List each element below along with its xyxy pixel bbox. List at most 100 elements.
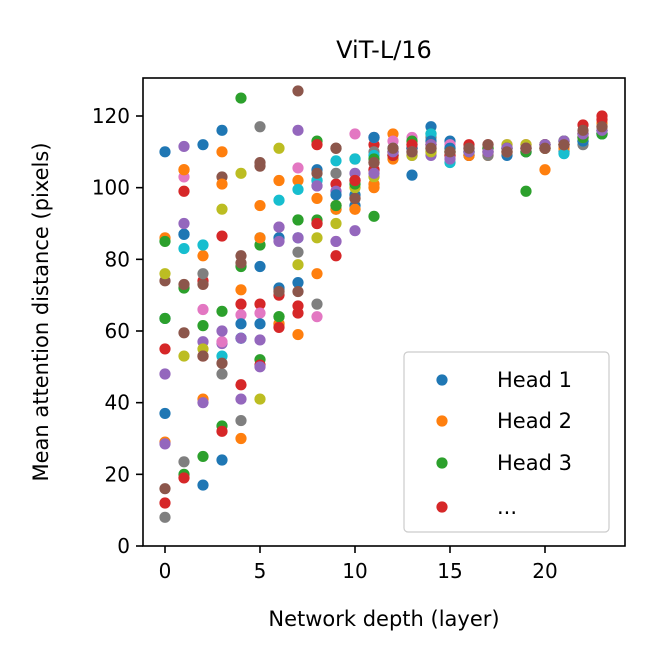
data-point-head-2-layer-7 bbox=[292, 174, 304, 187]
y-tick-label: 120 bbox=[92, 104, 130, 128]
data-point-head-4-layer-4 bbox=[235, 298, 247, 310]
x-tick-label: 0 bbox=[159, 559, 172, 583]
legend-marker bbox=[436, 374, 448, 386]
data-point-head-16-layer-14 bbox=[425, 142, 437, 154]
data-point-head-5-layer-0 bbox=[159, 368, 171, 380]
data-point-head-16-layer-19 bbox=[520, 142, 532, 154]
data-point-head-10-layer-2 bbox=[197, 239, 209, 251]
legend-label: Head 3 bbox=[497, 451, 572, 475]
y-tick-label: 100 bbox=[92, 176, 130, 200]
data-point-head-16-layer-0 bbox=[159, 483, 171, 495]
data-point-head-14-layer-6 bbox=[273, 321, 285, 334]
data-point-head-2-layer-4 bbox=[235, 284, 247, 296]
data-point-head-9-layer-1 bbox=[178, 350, 190, 362]
data-point-head-1-layer-13 bbox=[406, 169, 418, 181]
data-point-head-9-layer-3 bbox=[216, 203, 228, 215]
data-point-head-16-layer-1 bbox=[178, 327, 190, 339]
data-point-head-8-layer-2 bbox=[197, 268, 209, 280]
data-point-head-11-layer-2 bbox=[197, 479, 209, 491]
data-point-head-15-layer-9 bbox=[330, 235, 342, 248]
data-point-head-10-layer-9 bbox=[330, 155, 342, 167]
data-point-head-12-layer-10 bbox=[349, 203, 361, 215]
data-point-head-4-layer-1 bbox=[178, 185, 190, 197]
x-axis: 0 5 10 15 20 bbox=[159, 546, 558, 583]
data-point-head-16-layer-22 bbox=[577, 124, 589, 136]
data-point-head-14-layer-10 bbox=[349, 174, 361, 187]
data-point-head-3-layer-0 bbox=[159, 235, 171, 248]
data-point-head-8-layer-8 bbox=[311, 298, 323, 310]
data-point-head-5-layer-6 bbox=[273, 235, 285, 248]
data-point-head-16-layer-9 bbox=[330, 142, 342, 154]
data-point-head-2-layer-3 bbox=[216, 146, 228, 158]
data-point-head-13-layer-0 bbox=[159, 312, 171, 325]
legend-label: ... bbox=[497, 495, 517, 519]
data-point-head-3-layer-3 bbox=[216, 305, 228, 317]
data-point-head-8-layer-0 bbox=[159, 511, 171, 523]
data-point-head-11-layer-3 bbox=[216, 454, 228, 466]
data-point-head-8-layer-7 bbox=[292, 246, 304, 258]
data-point-head-10-layer-7 bbox=[292, 183, 304, 196]
plot-frame bbox=[142, 77, 626, 547]
data-point-head-16-layer-3 bbox=[216, 357, 228, 369]
data-point-head-16-layer-6 bbox=[273, 285, 285, 298]
data-point-head-13-layer-9 bbox=[330, 199, 342, 212]
x-tick-label: 5 bbox=[254, 559, 267, 583]
data-point-head-11-layer-4 bbox=[235, 318, 247, 330]
data-point-head-7-layer-2 bbox=[197, 303, 209, 316]
data-point-head-4-layer-0 bbox=[159, 343, 171, 355]
data-point-head-15-layer-10 bbox=[349, 225, 361, 237]
data-point-head-11-layer-11 bbox=[368, 131, 380, 144]
data-point-head-4-layer-8 bbox=[311, 139, 323, 151]
data-point-head-9-layer-6 bbox=[273, 142, 285, 154]
data-point-head-8-layer-9 bbox=[330, 167, 342, 179]
data-point-head-15-layer-8 bbox=[311, 180, 323, 192]
data-point-head-8-layer-4 bbox=[235, 414, 247, 427]
data-point-head-8-layer-5 bbox=[254, 121, 266, 133]
data-point-head-3-layer-4 bbox=[235, 92, 247, 104]
data-point-head-1-layer-7 bbox=[292, 277, 304, 289]
data-point-head-16-layer-15 bbox=[444, 146, 456, 158]
data-point-head-1-layer-5 bbox=[254, 260, 266, 273]
data-point-head-9-layer-8 bbox=[311, 232, 323, 244]
data-point-head-2-layer-6 bbox=[273, 174, 285, 187]
data-point-head-7-layer-7 bbox=[292, 162, 304, 174]
data-point-head-16-layer-20 bbox=[539, 142, 551, 154]
data-point-head-1-layer-3 bbox=[216, 124, 228, 136]
legend-label: Head 1 bbox=[497, 368, 572, 392]
data-point-head-16-layer-12 bbox=[387, 142, 399, 154]
data-point-head-13-layer-2 bbox=[197, 450, 209, 463]
data-point-head-16-layer-7 bbox=[292, 285, 304, 298]
data-point-head-16-layer-17 bbox=[482, 139, 494, 151]
y-axis-label: Mean attention distance (pixels) bbox=[29, 142, 53, 481]
x-tick-label: 10 bbox=[342, 559, 367, 583]
legend-label: Head 2 bbox=[497, 409, 572, 433]
data-point-head-12-layer-11 bbox=[368, 182, 380, 194]
data-point-head-5-layer-1 bbox=[178, 140, 190, 153]
data-point-head-12-layer-1 bbox=[178, 164, 190, 176]
data-point-head-10-layer-6 bbox=[273, 194, 285, 206]
data-point-head-7-layer-8 bbox=[311, 311, 323, 323]
data-point-head-16-layer-8 bbox=[311, 167, 323, 179]
data-point-head-3-layer-2 bbox=[197, 320, 209, 332]
data-point-head-5-layer-4 bbox=[235, 393, 247, 405]
data-point-head-7-layer-4 bbox=[235, 309, 247, 321]
data-point-head-16-layer-23 bbox=[596, 121, 608, 133]
x-tick-label: 15 bbox=[437, 559, 462, 583]
data-point-head-15-layer-6 bbox=[273, 221, 285, 233]
data-point-head-10-layer-1 bbox=[178, 242, 190, 255]
y-axis: 0 20 40 60 80 100 120 bbox=[92, 104, 143, 558]
data-point-head-2-layer-5 bbox=[254, 199, 266, 212]
data-point-head-15-layer-5 bbox=[254, 361, 266, 373]
data-point-head-15-layer-1 bbox=[178, 217, 190, 230]
data-point-head-14-layer-7 bbox=[292, 307, 304, 319]
data-point-head-12-layer-8 bbox=[311, 268, 323, 280]
data-point-head-12-layer-3 bbox=[216, 178, 228, 190]
data-point-head-9-layer-0 bbox=[159, 268, 171, 280]
data-point-head-14-layer-9 bbox=[330, 250, 342, 262]
data-point-head-4-layer-5 bbox=[254, 298, 266, 310]
data-point-head-9-layer-5 bbox=[254, 393, 266, 405]
data-point-head-15-layer-2 bbox=[197, 397, 209, 409]
data-point-head-15-layer-11 bbox=[368, 167, 380, 179]
data-point-head-3-layer-11 bbox=[368, 210, 380, 222]
